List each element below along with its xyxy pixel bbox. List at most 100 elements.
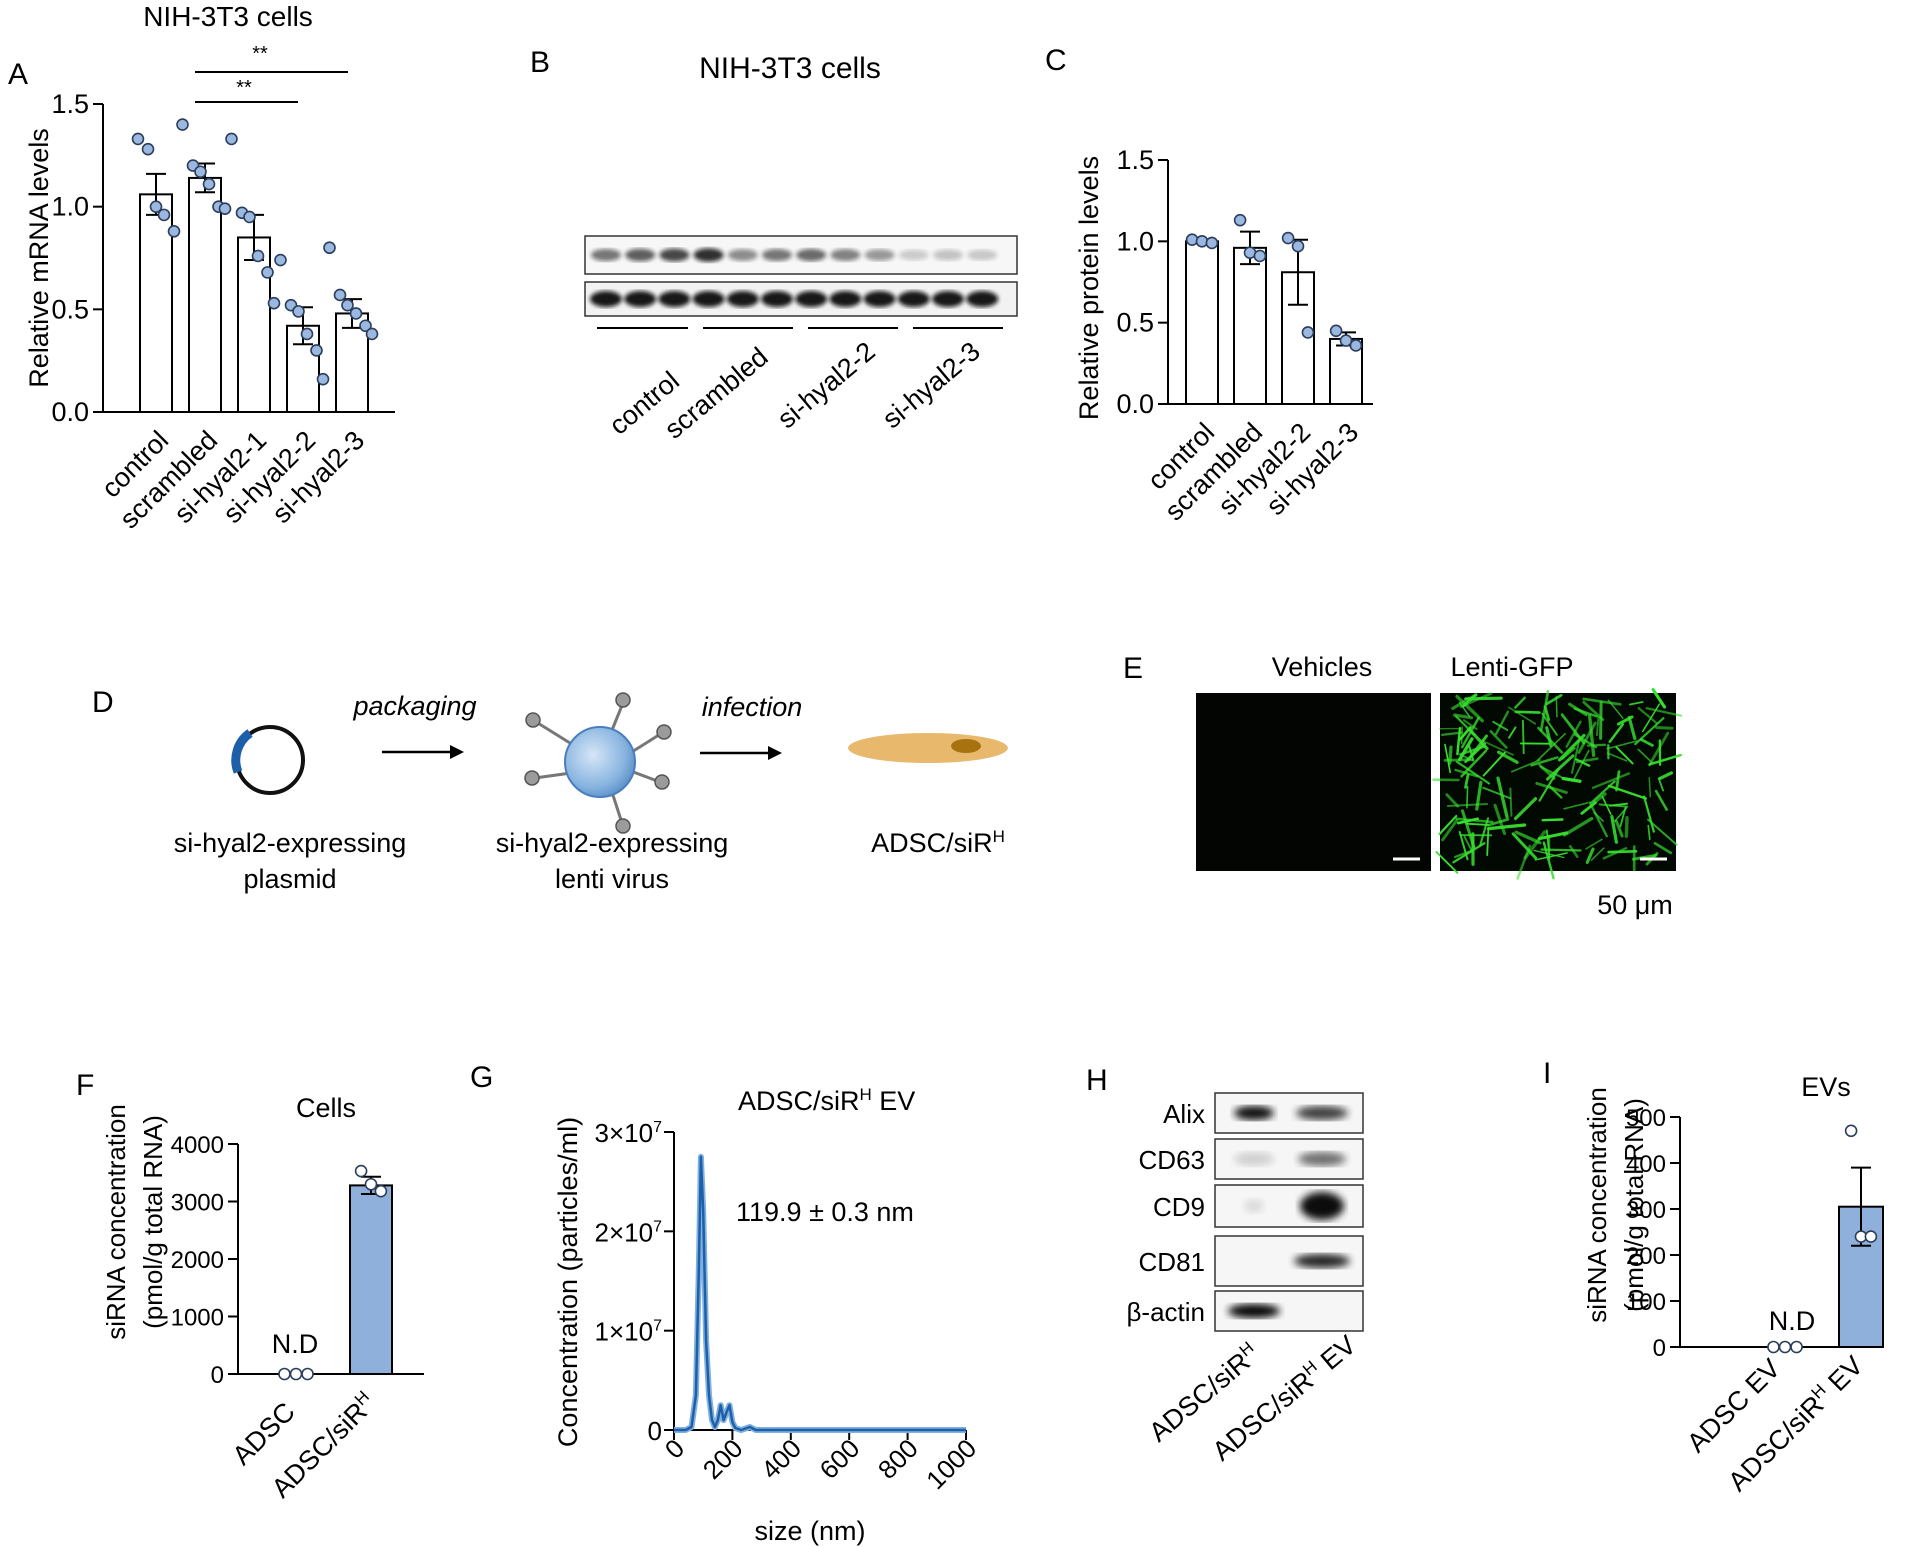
gfp-cell <box>1460 716 1480 749</box>
lentivirus-icon <box>524 692 672 834</box>
blot-h-band-label: CD63 <box>1139 1145 1205 1175</box>
gfp-cell <box>1467 727 1489 751</box>
panel-i-data-point <box>1844 1124 1858 1138</box>
adsc-cell-icon <box>848 733 1008 763</box>
panel-e-vehicles-label: Vehicles <box>1272 652 1373 682</box>
panel-a-data-point <box>167 225 181 238</box>
panel-a-data-point <box>359 319 372 333</box>
panel-c-data-point <box>1281 231 1295 245</box>
gfp-cell <box>1460 726 1463 745</box>
infection-label: infection <box>702 692 803 722</box>
gfp-cell <box>1608 802 1629 807</box>
panel-a-data-point <box>141 142 155 156</box>
panel-a-bar <box>188 176 222 413</box>
gfp-cell <box>1655 726 1674 730</box>
panel-g-y-tick-label: 1×107 <box>595 1317 663 1347</box>
panel-b-title: NIH-3T3 cells <box>699 52 881 85</box>
gfp-cell <box>1590 780 1616 804</box>
panel-a-bar <box>237 236 271 413</box>
panel-a-data-point <box>300 327 314 341</box>
blot-band-loading <box>897 291 930 307</box>
gfp-cell <box>1651 688 1667 709</box>
gfp-cell <box>1508 706 1537 725</box>
gfp-cell <box>1575 757 1599 764</box>
blot-h-band-lane1 <box>1228 1304 1280 1318</box>
gfp-cell <box>1606 740 1638 750</box>
gfp-cell <box>1606 752 1628 762</box>
gfp-cell <box>1580 801 1597 815</box>
blot-h-strip <box>1214 1184 1364 1228</box>
panel-a-letter: A <box>8 58 28 91</box>
panel-c-data-point <box>1205 236 1219 250</box>
panel-c-letter: C <box>1045 44 1067 77</box>
scale-bar-label: 50 μm <box>1597 890 1673 920</box>
gfp-cell <box>1514 696 1526 709</box>
panel-f-title: Cells <box>296 1093 356 1123</box>
panel-c-data-point <box>1301 326 1315 339</box>
gfp-cell <box>1654 789 1668 811</box>
panel-h-letter: H <box>1086 1064 1108 1097</box>
gfp-cell <box>1496 776 1509 819</box>
blot-h-band-lane1 <box>1234 1106 1274 1120</box>
panel-a-data-point <box>274 253 287 267</box>
blot-h-band-label: CD9 <box>1153 1192 1205 1222</box>
panel-g-y-tick-label: 2×107 <box>595 1217 663 1247</box>
panel-c-data-point <box>1253 249 1267 263</box>
panel-b-label-si-hyal2-3: si-hyal2-3 <box>877 336 986 434</box>
panel-g-letter: G <box>470 1061 493 1094</box>
gfp-cell <box>1539 765 1563 779</box>
panel-i-data-point <box>1767 1340 1780 1354</box>
panel-a-data-point <box>243 210 256 224</box>
panel-a-data-point <box>218 202 232 216</box>
gfp-cell <box>1511 832 1538 860</box>
gfp-cell <box>1513 797 1538 821</box>
blot-h-band-lane1 <box>1244 1199 1264 1213</box>
panel-i-title: EVs <box>1801 1072 1851 1102</box>
gfp-cell <box>1479 817 1490 847</box>
gfp-cell <box>1645 707 1683 717</box>
gfp-cell <box>1541 818 1564 822</box>
gfp-cell <box>1590 847 1605 861</box>
blot-band-target <box>933 249 963 261</box>
gfp-cell <box>1592 792 1607 804</box>
panel-g-series-line <box>674 1155 966 1432</box>
gfp-cell <box>1482 786 1512 800</box>
gfp-cell <box>1545 693 1563 706</box>
panel-a-data-point <box>251 249 265 263</box>
panel-a-data-point <box>261 266 274 279</box>
panel-f-data-point <box>301 1367 314 1381</box>
panel-c-data-point <box>1233 213 1247 227</box>
gfp-cell <box>1582 697 1622 706</box>
gfp-cell <box>1448 745 1453 765</box>
gfp-cell <box>1642 703 1661 733</box>
panel-a-data-point <box>323 241 336 255</box>
panel-g-x-tick-label: 400 <box>755 1433 807 1485</box>
panel-i-data-point <box>1864 1230 1878 1243</box>
blot-bands <box>590 248 999 307</box>
gfp-cell <box>1537 831 1569 841</box>
panel-e-letter: E <box>1123 652 1143 685</box>
blot-band-target <box>625 248 656 262</box>
blot-band-loading <box>692 291 725 307</box>
gfp-cell <box>1508 726 1517 739</box>
gfp-cell <box>1493 803 1507 836</box>
gfp-cells <box>1432 688 1683 880</box>
gfp-cell <box>1523 830 1547 860</box>
panel-a-data-point <box>157 208 171 222</box>
gfp-cell <box>1456 817 1479 825</box>
gfp-cell <box>1647 818 1678 846</box>
gfp-cell <box>1514 710 1541 714</box>
panel-g-x-tick-label: 800 <box>872 1433 924 1485</box>
panel-a-bar <box>139 193 173 413</box>
panel-a-title: NIH-3T3 cells <box>143 1 313 32</box>
gfp-cell <box>1614 819 1624 838</box>
panel-f-letter: F <box>76 1069 94 1102</box>
gfp-cell <box>1632 853 1658 861</box>
blot-band-target <box>693 248 724 262</box>
panel-d: D si-hyal2-expressing plasmid packaging <box>92 686 1008 894</box>
gfp-cell <box>1616 715 1634 726</box>
panel-f-y-tick-label: 3000 <box>171 1190 224 1217</box>
panel-c-bar <box>1233 246 1267 405</box>
